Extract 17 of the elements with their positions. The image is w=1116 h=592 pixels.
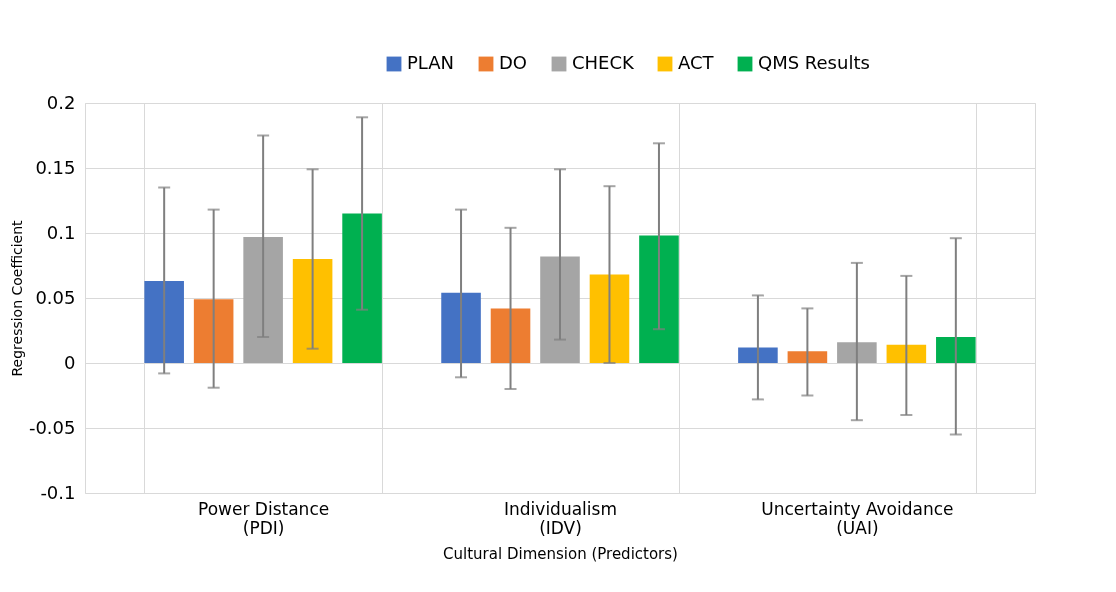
y-tick-label: -0.1 — [40, 481, 76, 503]
y-tick-label: 0 — [64, 351, 76, 373]
legend-label: CHECK — [572, 52, 636, 73]
y-tick-label: -0.05 — [28, 416, 76, 438]
legend-label: PLAN — [407, 52, 455, 73]
x-tick-label: Individualism (IDV) — [504, 498, 617, 538]
x-tick-label: Power Distance (PDI) — [198, 498, 330, 538]
y-tick-label: 0.1 — [46, 221, 76, 243]
y-tick-label: 0.2 — [46, 91, 76, 113]
legend-label: ACT — [678, 52, 715, 73]
x-tick-label: Uncertainty Avoidance (UAI) — [761, 498, 954, 538]
y-tick-label: 0.05 — [35, 286, 76, 308]
legend-label: QMS Results — [758, 52, 870, 73]
y-tick-label: 0.15 — [35, 156, 76, 178]
legend-label: DO — [499, 52, 528, 73]
x-axis-title: Cultural Dimension (Predictors) — [443, 544, 678, 563]
y-axis-title: Regression Coefficient — [8, 219, 25, 377]
